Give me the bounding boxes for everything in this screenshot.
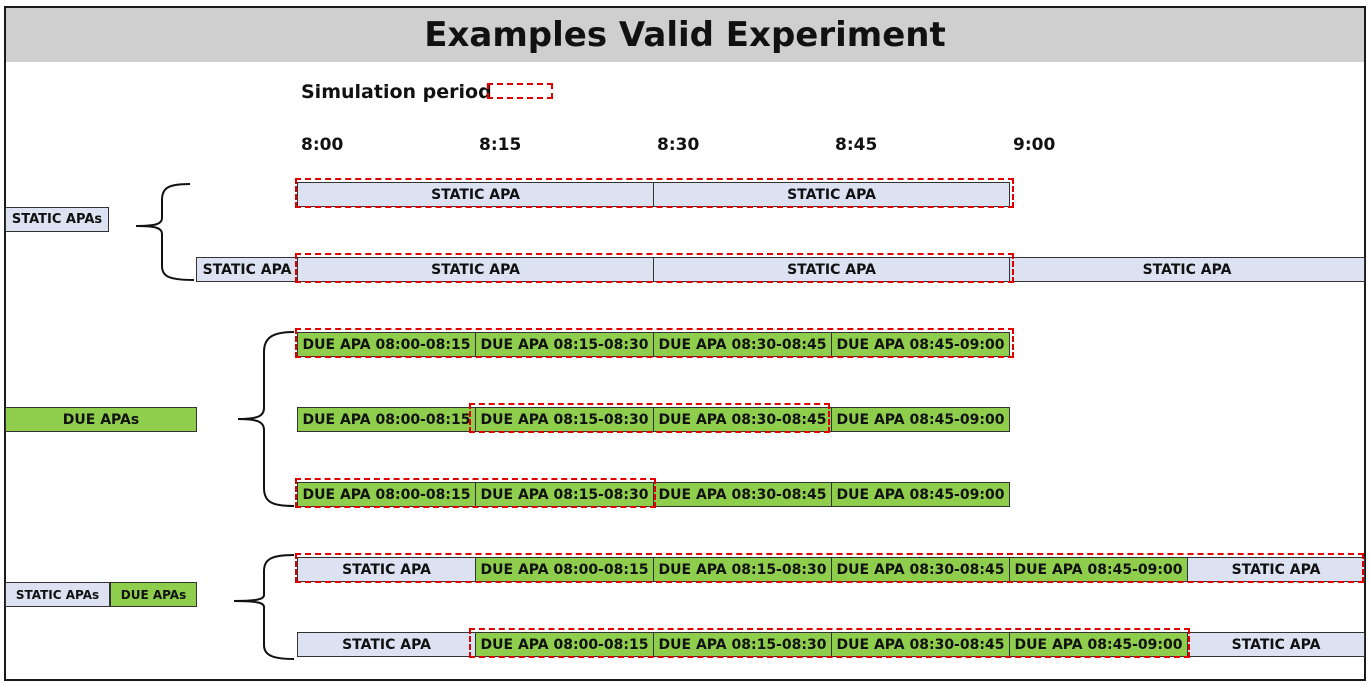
diagram-title: Examples Valid Experiment (424, 15, 946, 55)
row-4-cell-2: DUE APA 08:15-08:30 (475, 407, 654, 432)
row-2-cell-4: STATIC APA (1009, 257, 1365, 282)
time-label-1: 8:15 (479, 135, 522, 155)
row-6-cell-2: DUE APA 08:00-08:15 (475, 557, 654, 582)
time-label-4: 9:00 (1013, 135, 1056, 155)
time-label-2: 8:30 (657, 135, 700, 155)
row-1-cell-2: STATIC APA (653, 182, 1010, 207)
row-2-cell-2: STATIC APA (297, 257, 654, 282)
row-4-cell-4: DUE APA 08:45-09:00 (831, 407, 1010, 432)
row-2-cell-1: STATIC APA (196, 257, 298, 282)
row-3-cell-4: DUE APA 08:45-09:00 (831, 332, 1010, 357)
row-7-cell-4: DUE APA 08:30-08:45 (831, 632, 1010, 657)
row-7-cell-5: DUE APA 08:45-09:00 (1009, 632, 1188, 657)
row-7-cell-2: DUE APA 08:00-08:15 (475, 632, 654, 657)
row-2-cell-3: STATIC APA (653, 257, 1010, 282)
row-3-cell-3: DUE APA 08:30-08:45 (653, 332, 832, 357)
legend-label: Simulation period (301, 81, 492, 103)
group-label-mixed-static: STATIC APAs (5, 582, 110, 607)
row-3-cell-1: DUE APA 08:00-08:15 (297, 332, 476, 357)
group-label-mixed-due: DUE APAs (110, 582, 197, 607)
row-4-cell-3: DUE APA 08:30-08:45 (653, 407, 832, 432)
row-5-cell-2: DUE APA 08:15-08:30 (475, 482, 654, 507)
row-6-cell-5: DUE APA 08:45-09:00 (1009, 557, 1188, 582)
row-7-cell-6: STATIC APA (1187, 632, 1365, 657)
row-5-cell-3: DUE APA 08:30-08:45 (653, 482, 832, 507)
brace-mixed-group (233, 554, 295, 660)
time-label-3: 8:45 (835, 135, 878, 155)
brace-due-group (237, 331, 295, 507)
row-6-cell-1: STATIC APA (297, 557, 476, 582)
row-6-cell-3: DUE APA 08:15-08:30 (653, 557, 832, 582)
brace-static-group (135, 183, 195, 281)
row-4-cell-1: DUE APA 08:00-08:15 (297, 407, 476, 432)
row-6-cell-6: STATIC APA (1187, 557, 1365, 582)
row-1-cell-1: STATIC APA (297, 182, 654, 207)
row-5-cell-1: DUE APA 08:00-08:15 (297, 482, 476, 507)
time-label-0: 8:00 (301, 135, 344, 155)
row-3-cell-2: DUE APA 08:15-08:30 (475, 332, 654, 357)
row-5-cell-4: DUE APA 08:45-09:00 (831, 482, 1010, 507)
row-7-cell-1: STATIC APA (297, 632, 476, 657)
row-7-cell-3: DUE APA 08:15-08:30 (653, 632, 832, 657)
legend-swatch (487, 83, 553, 99)
group-label-due-apas: DUE APAs (5, 407, 197, 432)
group-label-static-apas: STATIC APAs (5, 207, 109, 232)
title-bar: Examples Valid Experiment (6, 8, 1364, 62)
row-6-cell-4: DUE APA 08:30-08:45 (831, 557, 1010, 582)
